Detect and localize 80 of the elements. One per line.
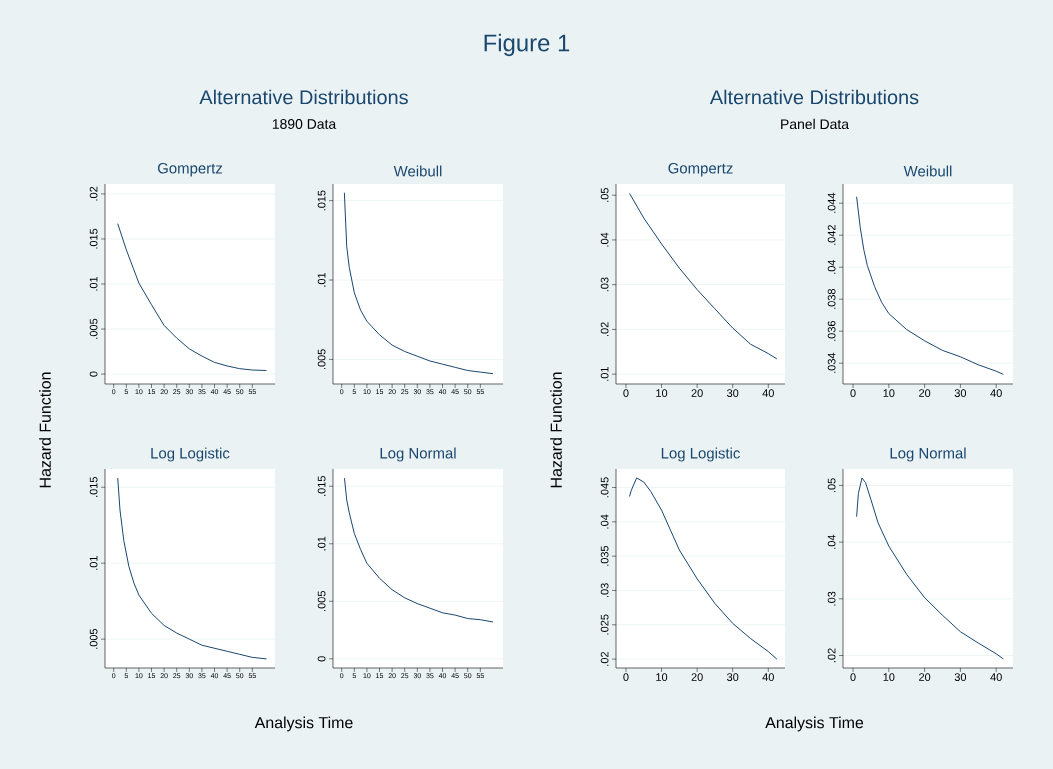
x-tick-label: 10	[883, 389, 895, 397]
chart-title: Log Logistic	[151, 447, 230, 462]
y-tick-label: .04	[827, 259, 836, 274]
y-tick-label: .01	[317, 272, 326, 287]
y-tick-label: 0	[89, 371, 98, 377]
y-tick-label: .04	[600, 232, 609, 247]
y-tick-label: .015	[89, 477, 98, 497]
y-tick-label: 0	[317, 656, 326, 662]
y-tick-label: .02	[600, 322, 609, 337]
line-series	[629, 192, 778, 360]
y-tick-label: .04	[827, 534, 836, 549]
y-tick-label: .034	[827, 352, 836, 373]
y-tick-label: .015	[89, 228, 98, 249]
caption: Figure 1	[484, 33, 570, 57]
y-axis-title: Hazard Function	[39, 372, 51, 488]
x-tick-label: 10	[656, 389, 668, 397]
x-tick-label: 20	[691, 389, 703, 397]
y-tick-label: .05	[600, 188, 609, 202]
x-tick-label: 20	[919, 389, 931, 397]
text: Alternative Distributions	[199, 89, 408, 105]
text: Panel Data	[781, 118, 849, 130]
y-tick-label: .038	[827, 289, 836, 309]
y-tick-label: .015	[317, 190, 326, 211]
x-tick-label: 40	[762, 389, 774, 397]
y-tick-label: .02	[89, 186, 98, 201]
x-tick-label: 20	[919, 673, 931, 681]
y-tick-label: .044	[827, 192, 836, 213]
x-tick-label: 0	[850, 673, 856, 681]
text: 1890 Data	[272, 119, 337, 129]
y-tick-label: .03	[827, 591, 836, 606]
y-tick-label: .025	[600, 614, 609, 635]
y-tick-label: .036	[827, 321, 836, 341]
x-tick-label: 0	[623, 673, 629, 681]
chart-title: Gompertz	[668, 162, 733, 177]
line-series	[856, 477, 1004, 660]
x-tick-label: 10	[883, 673, 895, 681]
y-axis-title: Hazard Function	[550, 372, 562, 488]
x-tick-label: 20	[691, 673, 703, 681]
x-tick-label: 30	[727, 673, 739, 681]
y-tick-label: .005	[317, 591, 326, 611]
y-tick-label: .015	[317, 476, 326, 496]
y-tick-label: .04	[600, 514, 609, 529]
y-tick-label: .03	[600, 583, 609, 598]
y-tick-label: .005	[317, 349, 326, 370]
y-tick-label: .02	[600, 652, 609, 666]
x-tick-label: 30	[727, 389, 739, 397]
x-tick-label: 40	[762, 673, 774, 681]
x-axis-title: Analysis Time	[254, 716, 353, 732]
x-axis-title: Analysis Time	[765, 716, 864, 732]
x-tick-label: 0	[850, 389, 856, 397]
x-tick-label: 0	[623, 389, 629, 397]
y-tick-label: .01	[89, 276, 98, 291]
y-tick-label: .042	[827, 225, 836, 245]
x-tick-label: 30	[954, 673, 967, 681]
y-tick-label: .02	[827, 648, 836, 663]
y-tick-label: .005	[89, 628, 98, 649]
y-tick-label: .05	[827, 478, 836, 493]
y-tick-label: .045	[600, 477, 609, 498]
chart-title: Log Normal	[890, 447, 966, 462]
line-series	[343, 192, 494, 375]
y-tick-label: .005	[89, 318, 98, 339]
y-tick-label: .01	[317, 536, 326, 551]
chart-title: Gompertz	[157, 162, 223, 177]
line-series	[629, 477, 778, 660]
chart-title: Log Normal	[380, 447, 456, 462]
y-tick-label: .035	[600, 545, 609, 566]
line-series	[343, 477, 494, 623]
x-tick-label: 40	[990, 389, 1002, 397]
chart-title: Weibull	[393, 165, 442, 177]
text: Alternative Distributions	[709, 89, 919, 105]
chart-title: Weibull	[903, 165, 952, 177]
x-tick-label: 30	[954, 389, 967, 397]
y-tick-label: .01	[600, 367, 609, 381]
x-tick-label: 40	[990, 673, 1002, 681]
line-series	[856, 196, 1004, 375]
x-tick-label: 10	[656, 673, 668, 681]
y-tick-label: .01	[89, 556, 98, 570]
chart-title: Log Logistic	[661, 447, 740, 462]
y-tick-label: .03	[600, 277, 609, 292]
line-series	[117, 223, 267, 371]
